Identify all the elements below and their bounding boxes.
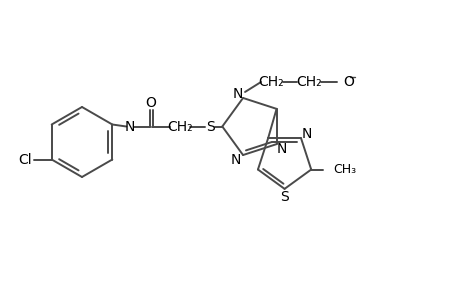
Text: N: N: [301, 127, 312, 141]
Text: CH₂: CH₂: [257, 75, 283, 89]
Text: Cl: Cl: [18, 152, 31, 167]
Text: N: N: [232, 87, 243, 101]
Text: CH₂: CH₂: [296, 75, 321, 89]
Text: S: S: [280, 190, 288, 204]
Text: CH₂: CH₂: [167, 119, 193, 134]
Text: N: N: [125, 119, 135, 134]
Text: N: N: [230, 153, 241, 167]
Text: CH₃: CH₃: [332, 163, 356, 176]
Text: O: O: [145, 95, 156, 110]
Text: N: N: [276, 142, 286, 156]
Text: O: O: [342, 75, 353, 89]
Text: S: S: [206, 119, 214, 134]
